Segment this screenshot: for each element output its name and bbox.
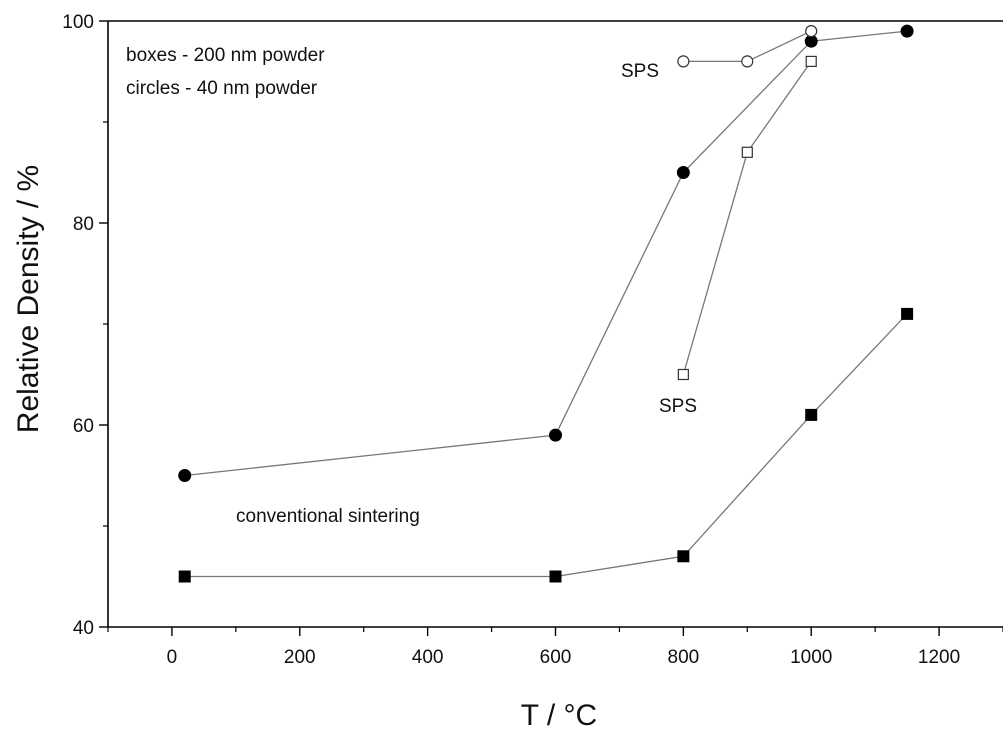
data-point-circles-conventional bbox=[900, 24, 914, 38]
y-tick-label: 40 bbox=[73, 618, 94, 639]
x-tick-label: 800 bbox=[668, 647, 700, 668]
data-point-circles-sps bbox=[805, 25, 818, 38]
x-axis-title: T / °C bbox=[521, 699, 597, 732]
series-lines bbox=[184, 30, 908, 578]
y-tick-label: 100 bbox=[62, 12, 94, 33]
x-tick-label: 1200 bbox=[918, 647, 960, 668]
data-point-circles-sps bbox=[741, 55, 754, 68]
data-point-boxes-sps bbox=[805, 55, 817, 68]
data-point-boxes-sps bbox=[677, 368, 689, 381]
data-point-boxes-conventional bbox=[805, 408, 818, 421]
series-line-boxes-sps bbox=[682, 61, 812, 375]
series-markers bbox=[178, 24, 914, 583]
data-point-circles-conventional bbox=[676, 166, 690, 179]
series-line-boxes-conventional bbox=[184, 313, 908, 578]
sps-label-lower: SPS bbox=[659, 396, 697, 417]
data-point-boxes-conventional bbox=[178, 570, 191, 583]
x-tick-label: 200 bbox=[284, 647, 316, 668]
legend-note-circles: circles - 40 nm powder bbox=[126, 78, 318, 99]
data-point-circles-conventional bbox=[178, 469, 192, 482]
plot-axes: 0 200 400 600 800 1000 1200 40 60 80 100 bbox=[62, 12, 1003, 668]
x-tick-label: 400 bbox=[412, 647, 444, 668]
y-tick-label: 60 bbox=[73, 416, 94, 437]
x-tick-label: 1000 bbox=[790, 647, 832, 668]
data-point-boxes-sps bbox=[741, 146, 753, 158]
data-point-circles-sps bbox=[677, 55, 690, 68]
data-point-circles-conventional bbox=[549, 428, 562, 442]
data-point-boxes-conventional bbox=[901, 307, 914, 320]
y-tick-label: 80 bbox=[73, 214, 94, 235]
x-tick-label: 0 bbox=[167, 647, 178, 668]
x-tick-label: 600 bbox=[540, 647, 572, 668]
sps-label-upper: SPS bbox=[621, 61, 659, 82]
data-point-boxes-conventional bbox=[549, 570, 562, 583]
legend-note-boxes: boxes - 200 nm powder bbox=[126, 45, 325, 66]
y-axis-title: Relative Density / % bbox=[12, 165, 45, 433]
conventional-sintering-label: conventional sintering bbox=[236, 506, 420, 527]
data-point-boxes-conventional bbox=[677, 550, 690, 563]
